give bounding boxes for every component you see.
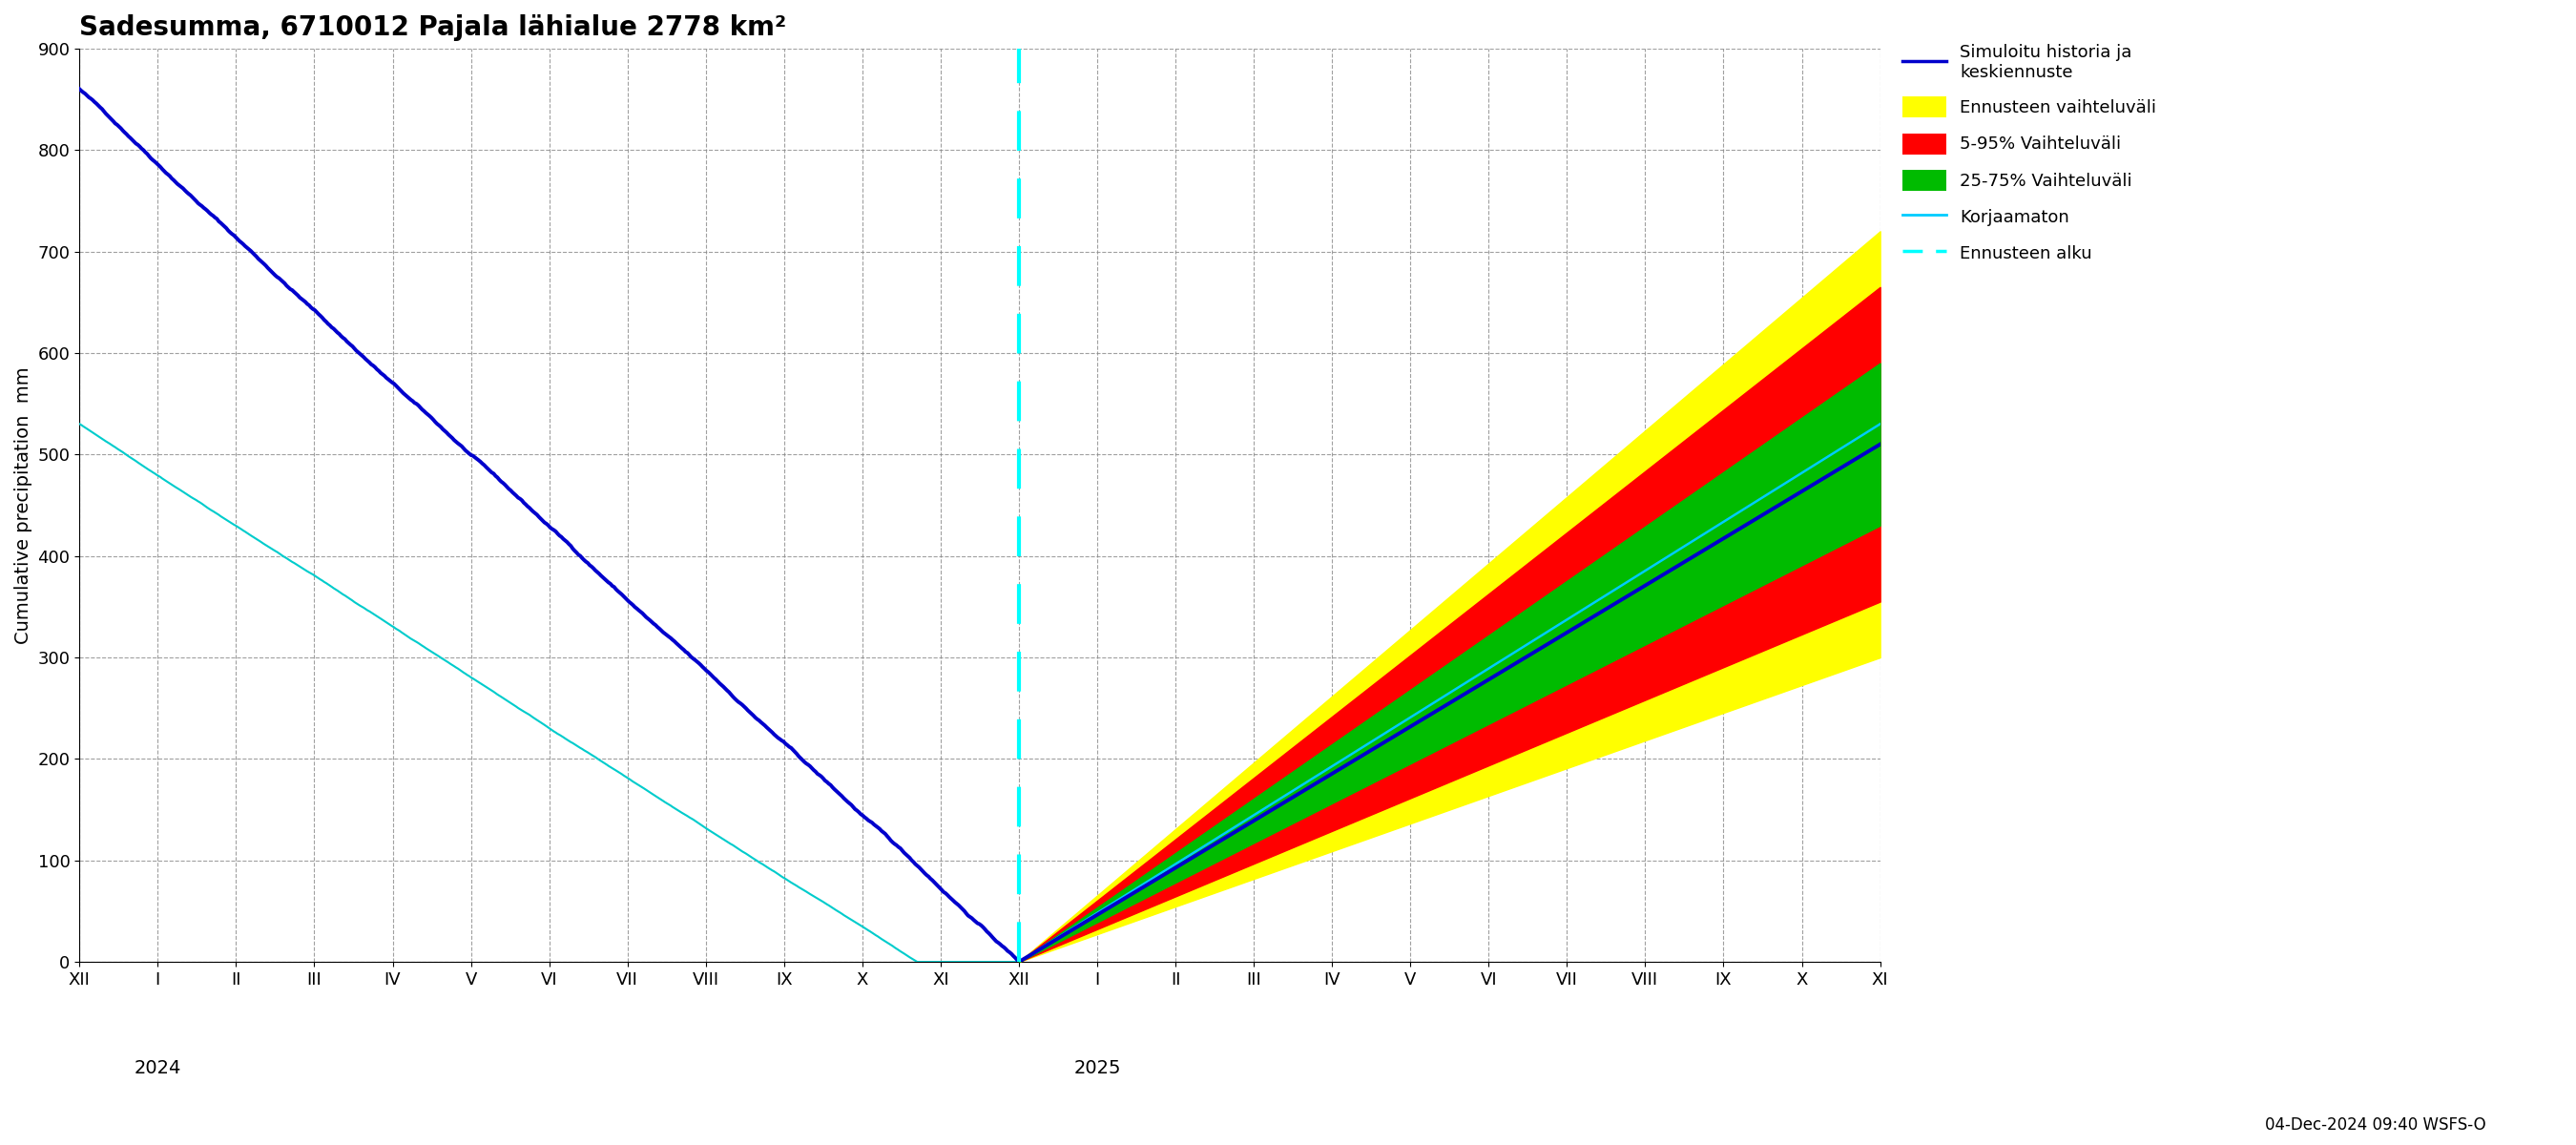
Y-axis label: Cumulative precipitation  mm: Cumulative precipitation mm xyxy=(15,366,33,643)
Text: 2025: 2025 xyxy=(1074,1059,1121,1077)
Legend: Simuloitu historia ja
keskiennuste, Ennusteen vaihteluväli, 5-95% Vaihteluväli, : Simuloitu historia ja keskiennuste, Ennu… xyxy=(1899,39,2161,269)
Text: 2024: 2024 xyxy=(134,1059,180,1077)
Text: Sadesumma, 6710012 Pajala lähialue 2778 km²: Sadesumma, 6710012 Pajala lähialue 2778 … xyxy=(80,14,786,41)
Text: 04-Dec-2024 09:40 WSFS-O: 04-Dec-2024 09:40 WSFS-O xyxy=(2264,1116,2486,1134)
